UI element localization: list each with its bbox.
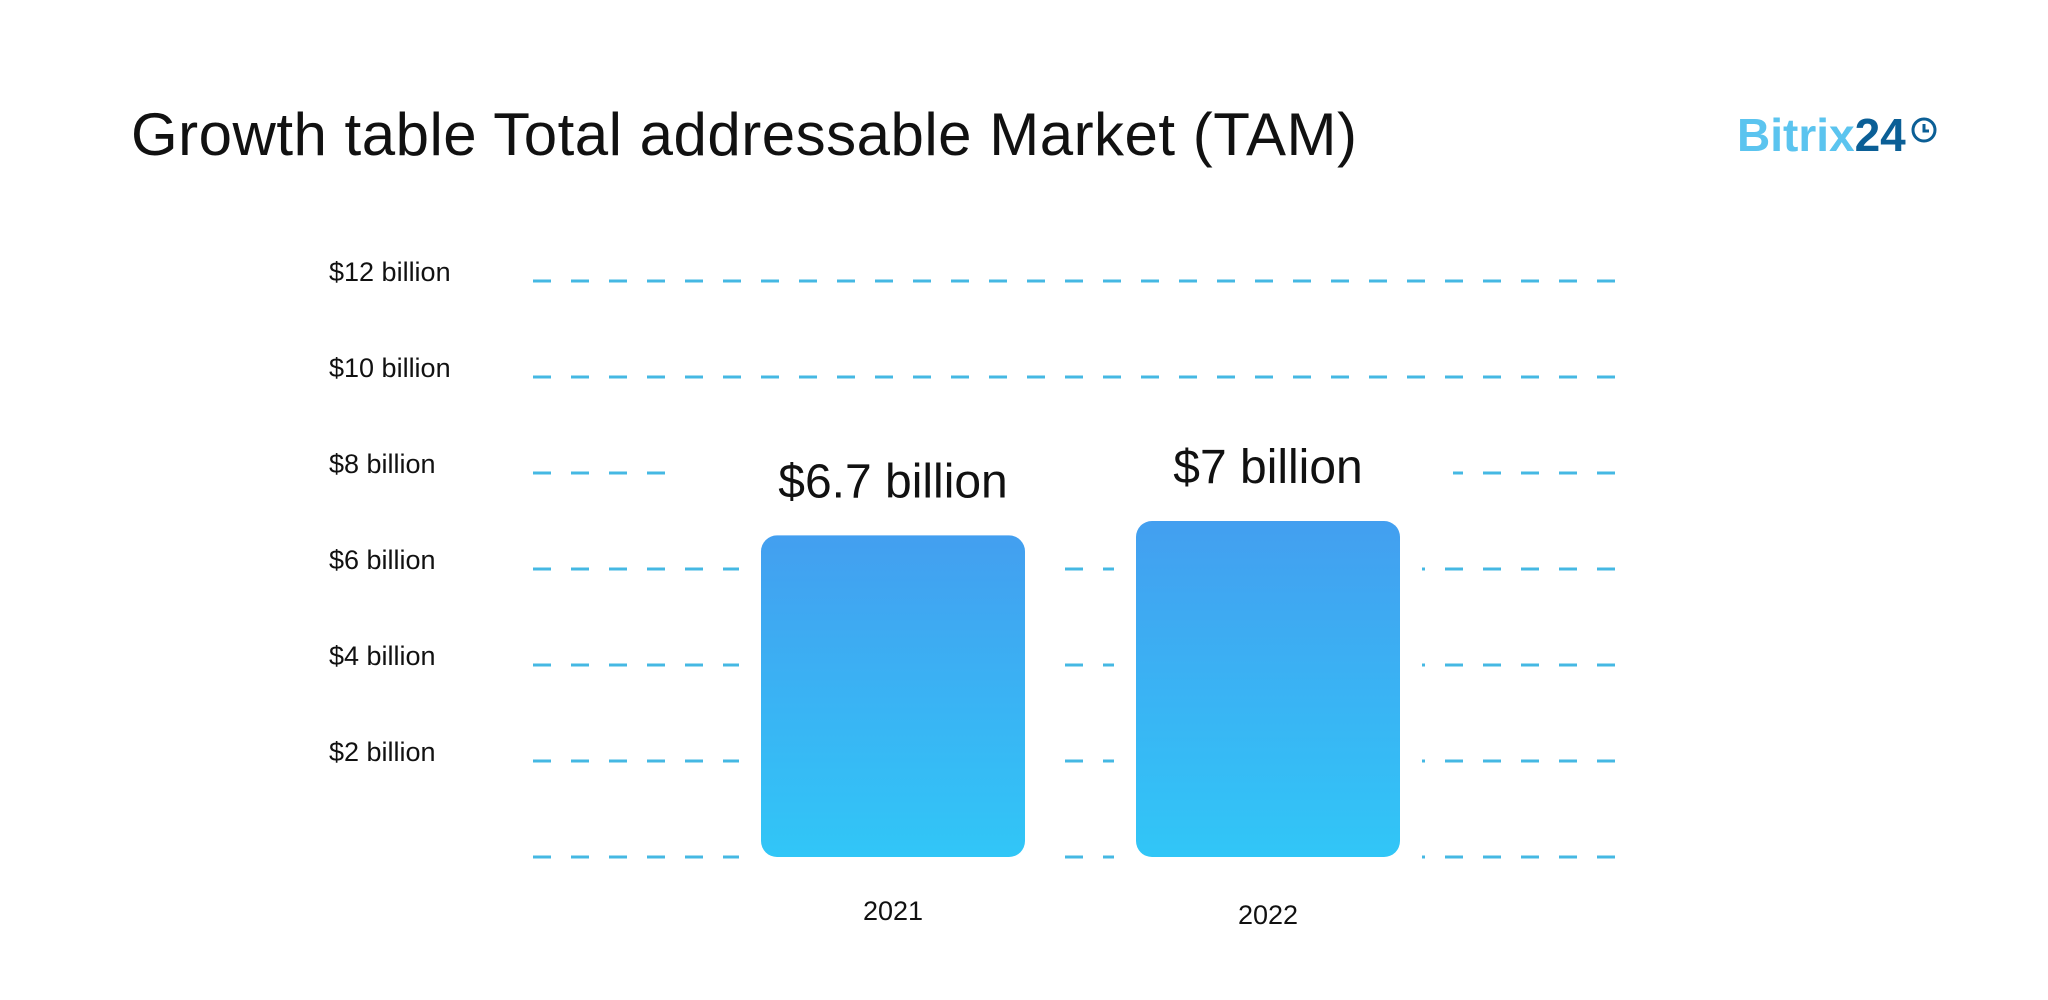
y-tick-label: $6 billion xyxy=(329,545,436,575)
clock-icon xyxy=(1911,117,1937,143)
logo-text-light: Bitrix xyxy=(1737,109,1855,161)
label-clearance xyxy=(683,452,1103,513)
y-tick-label: $2 billion xyxy=(329,737,436,767)
y-tick-label: $8 billion xyxy=(329,449,436,479)
data-label: $7 billion xyxy=(1173,441,1362,494)
data-label: $6.7 billion xyxy=(778,455,1008,508)
y-tick-label: $4 billion xyxy=(329,641,436,671)
y-tick-label: $10 billion xyxy=(329,353,451,383)
bar-2021 xyxy=(761,535,1025,857)
y-tick-label: $12 billion xyxy=(329,257,451,287)
page-title: Growth table Total addressable Market (T… xyxy=(131,101,1358,168)
bitrix24-logo: Bitrix 24 xyxy=(1737,108,1938,162)
bar-2022 xyxy=(1136,521,1400,857)
x-tick-label: 2021 xyxy=(863,896,923,926)
logo-text-dark: 24 xyxy=(1854,109,1906,161)
label-clearance xyxy=(1083,438,1453,498)
x-tick-label: 2022 xyxy=(1238,900,1298,930)
